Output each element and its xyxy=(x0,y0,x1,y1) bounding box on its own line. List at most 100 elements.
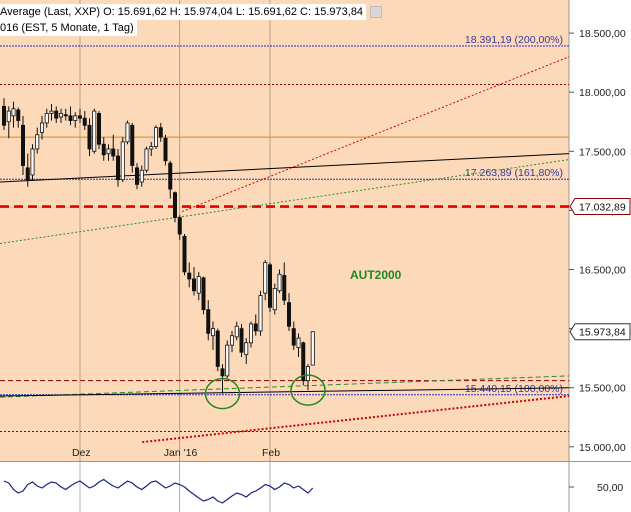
candle-body-25 xyxy=(120,141,125,181)
price-label-box-1 xyxy=(569,323,631,341)
candle-body-41 xyxy=(196,276,201,294)
candle-body-1 xyxy=(6,110,11,123)
candle-body-47 xyxy=(225,344,230,377)
candle-body-42 xyxy=(201,277,206,311)
candle-body-22 xyxy=(106,148,111,155)
chart-header: Average (Last, XXP) O: 15.691,62 H: 15.9… xyxy=(0,4,383,36)
candle-body-59 xyxy=(282,275,287,301)
x-tick-label-0: Dez xyxy=(72,447,91,459)
oscillator-tick-label: 50,00 xyxy=(597,482,623,494)
x-tick-label-2: Feb xyxy=(262,447,280,459)
x-tick-label-1: Jan '16 xyxy=(164,447,198,459)
candle-body-29 xyxy=(139,169,144,183)
y-tick-label-4: 16.500,00 xyxy=(579,265,626,277)
candle-body-24 xyxy=(116,155,121,181)
price-label-1: 15.973,84 xyxy=(579,327,626,339)
candle-body-50 xyxy=(239,328,244,353)
trendline-1 xyxy=(181,56,570,213)
candle-body-34 xyxy=(163,137,168,162)
low-marker-circle-1 xyxy=(290,374,326,406)
y-tick-label-6: 15.500,00 xyxy=(579,383,626,395)
fib-label-0: 18.391,19 (200,00%) xyxy=(465,34,563,46)
candle-body-14 xyxy=(68,115,73,121)
candle-body-21 xyxy=(101,143,106,156)
candle-body-38 xyxy=(182,236,187,273)
fib-label-1: 17.263,89 (161,80%) xyxy=(465,167,563,179)
candle-body-27 xyxy=(130,124,135,166)
candle-body-49 xyxy=(234,325,239,338)
y-tick-label-0: 18.500,00 xyxy=(579,28,626,40)
candle-body-18 xyxy=(87,124,92,150)
candle-body-7 xyxy=(35,134,40,150)
candle-body-4 xyxy=(20,124,25,166)
candle-body-54 xyxy=(258,295,263,332)
candle-body-64 xyxy=(305,366,310,382)
candle-body-52 xyxy=(248,323,253,344)
price-axis-background xyxy=(569,0,631,512)
candle-body-30 xyxy=(144,148,149,171)
settings-icon[interactable] xyxy=(370,6,383,19)
instrument-description: 016 (EST, 5 Monate, 1 Tag) xyxy=(0,20,137,36)
trendline-4 xyxy=(0,387,570,397)
candle-body-0 xyxy=(2,105,7,126)
candle-body-20 xyxy=(97,113,102,145)
chart-annotation: AUT2000 xyxy=(350,268,402,282)
price-label-0: 17.032,89 xyxy=(579,202,626,214)
candle-body-60 xyxy=(286,302,291,327)
candle-body-58 xyxy=(277,273,282,292)
low-marker-circle-0 xyxy=(204,377,241,410)
candle-body-33 xyxy=(158,127,163,138)
candle-body-55 xyxy=(263,262,268,294)
candle-body-10 xyxy=(49,110,54,114)
candle-body-56 xyxy=(267,264,272,308)
candle-body-32 xyxy=(153,127,158,147)
candle-body-35 xyxy=(168,162,173,190)
ohlc-readout: Average (Last, XXP) O: 15.691,62 H: 15.9… xyxy=(0,4,367,20)
candle-body-11 xyxy=(54,110,59,119)
candle-body-39 xyxy=(187,272,192,280)
oscillator-line xyxy=(3,478,314,504)
candle-body-12 xyxy=(59,113,64,118)
candle-body-16 xyxy=(78,115,83,119)
candle-body-61 xyxy=(291,328,296,346)
trendline-0 xyxy=(0,153,570,183)
candle-body-17 xyxy=(82,117,87,126)
candle-body-65 xyxy=(310,331,315,366)
candle-body-43 xyxy=(206,309,211,334)
candles xyxy=(2,98,315,394)
candle-body-23 xyxy=(111,148,116,157)
y-tick-label-1: 18.000,00 xyxy=(579,87,626,99)
candle-body-13 xyxy=(63,114,68,117)
trendline-5 xyxy=(142,394,570,444)
candle-body-40 xyxy=(191,278,196,292)
candle-body-15 xyxy=(73,115,78,121)
candle-body-8 xyxy=(40,122,45,133)
candle-body-37 xyxy=(177,217,182,235)
oscillator-background xyxy=(0,462,569,512)
candle-body-62 xyxy=(296,337,301,348)
candle-body-46 xyxy=(220,368,225,377)
y-tick-label-7: 15.000,00 xyxy=(579,442,626,454)
candle-body-57 xyxy=(272,288,277,311)
candle-body-48 xyxy=(229,335,234,346)
candle-body-51 xyxy=(244,342,249,356)
candle-body-5 xyxy=(25,167,30,181)
candle-body-31 xyxy=(149,146,154,150)
candle-body-63 xyxy=(301,342,306,382)
y-tick-label-2: 17.500,00 xyxy=(579,146,626,158)
candle-body-28 xyxy=(134,167,139,185)
plot-background xyxy=(0,0,569,461)
candle-body-2 xyxy=(11,108,16,117)
candle-body-44 xyxy=(210,328,215,337)
candle-body-45 xyxy=(215,330,220,367)
candle-body-6 xyxy=(30,148,35,176)
price-label-box-0 xyxy=(569,198,631,216)
candle-body-19 xyxy=(92,110,97,152)
candle-body-53 xyxy=(253,323,258,332)
candle-body-3 xyxy=(16,109,21,121)
candle-body-36 xyxy=(172,192,177,218)
candle-body-26 xyxy=(125,122,130,143)
candle-body-9 xyxy=(44,113,49,124)
trendline-3 xyxy=(0,375,570,398)
